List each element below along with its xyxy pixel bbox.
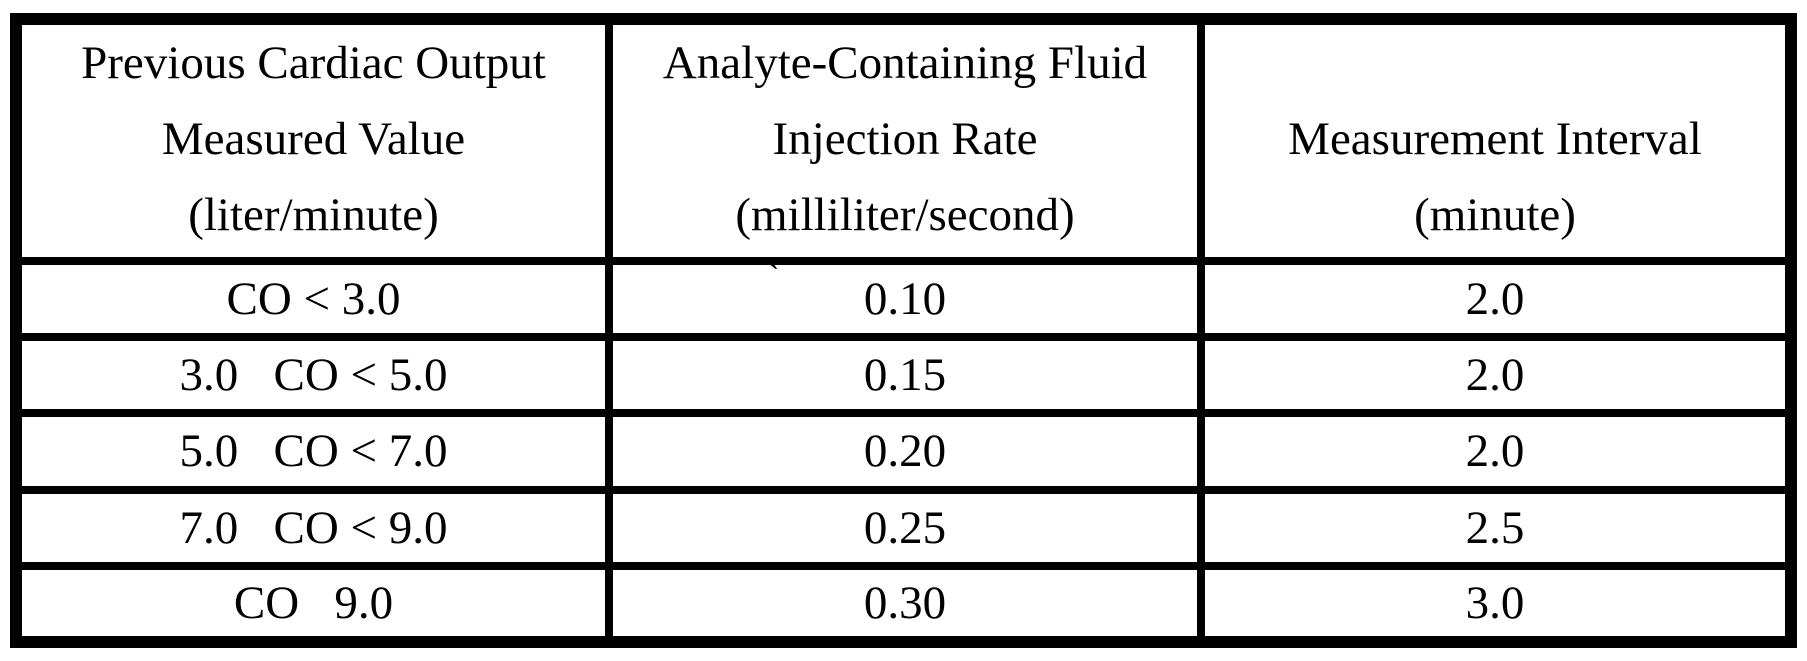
cell-injection-rate: 0.15 (605, 333, 1205, 418)
table-row: 7.0 CO < 9.0 0.25 2.5 (12, 485, 1795, 570)
header-line: (milliliter/second) (735, 189, 1075, 241)
cell-measurement-interval: 2.5 (1197, 485, 1795, 570)
cell-injection-rate: 0.30 (605, 561, 1205, 647)
header-line: Previous Cardiac Output (81, 37, 546, 89)
table-row: 5.0 CO < 7.0 0.20 2.0 (12, 409, 1795, 494)
cell-cardiac-output-range: CO 9.0 (12, 561, 613, 647)
col-header-previous-cardiac-output: Previous Cardiac Output Measured Value (… (12, 15, 613, 265)
header-row: Previous Cardiac Output Measured Value (… (12, 15, 1795, 265)
header-line: Injection Rate (772, 113, 1038, 165)
cell-measurement-interval: 2.0 (1197, 333, 1795, 418)
col-header-measurement-interval: Measurement Interval (minute) (1197, 15, 1795, 265)
cell-injection-rate: 0.10 (605, 256, 1205, 342)
col-header-injection-rate: Analyte-Containing Fluid Injection Rate … (605, 15, 1205, 265)
header-line: Analyte-Containing Fluid (662, 37, 1148, 89)
scan-speck-dot: · (494, 392, 507, 434)
cell-injection-rate: 0.25 (605, 485, 1205, 570)
table-row: CO 9.0 0.30 3.0 (12, 561, 1795, 647)
header-line: (minute) (1414, 189, 1576, 241)
cardiac-output-parameters-table: Previous Cardiac Output Measured Value (… (10, 13, 1797, 648)
table-row: 3.0 CO < 5.0 0.15 2.0 (12, 333, 1795, 418)
scan-speck-apostrophe: ` (766, 256, 780, 302)
cell-cardiac-output-range: 3.0 CO < 5.0 (12, 333, 613, 418)
cell-measurement-interval: 2.0 (1197, 409, 1795, 494)
cell-cardiac-output-range: 7.0 CO < 9.0 (12, 485, 613, 570)
table-row: CO < 3.0 0.10 2.0 (12, 256, 1795, 342)
header-line: (liter/minute) (188, 189, 439, 241)
header-line: Measured Value (161, 113, 466, 165)
cell-cardiac-output-range: 5.0 CO < 7.0 (12, 409, 613, 494)
cell-measurement-interval: 2.0 (1197, 256, 1795, 342)
header-line: Measurement Interval (1288, 113, 1702, 165)
cell-measurement-interval: 3.0 (1197, 561, 1795, 647)
table-body: CO < 3.0 0.10 2.0 3.0 CO < 5.0 0.15 2.0 … (12, 256, 1795, 647)
cell-injection-rate: 0.20 (605, 409, 1205, 494)
cell-cardiac-output-range: CO < 3.0 (12, 256, 613, 342)
table-header: Previous Cardiac Output Measured Value (… (12, 15, 1795, 265)
